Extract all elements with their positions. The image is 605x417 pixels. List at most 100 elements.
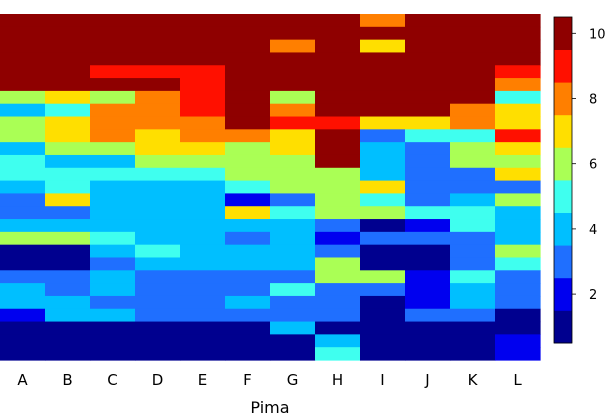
heatmap-cell <box>315 129 361 143</box>
heatmap-cell <box>90 154 136 169</box>
heatmap-cell <box>360 103 406 118</box>
heatmap-cell <box>225 78 271 92</box>
heatmap-cell <box>0 206 46 220</box>
heatmap-cell <box>180 257 226 271</box>
heatmap-cell <box>90 52 136 66</box>
heatmap-cell <box>135 180 181 194</box>
heatmap-cell <box>90 231 136 246</box>
heatmap-cell <box>180 321 226 335</box>
colorbar-tick-label: 8 <box>589 93 597 108</box>
heatmap-cell <box>405 90 451 105</box>
heatmap-cell <box>90 116 136 130</box>
heatmap-cell <box>90 90 136 105</box>
heatmap-cell <box>180 154 226 169</box>
heatmap-cell <box>135 321 181 335</box>
heatmap-cell <box>405 321 451 335</box>
heatmap-cell <box>45 52 91 66</box>
heatmap-cell <box>315 257 361 271</box>
heatmap-cell <box>0 295 46 310</box>
heatmap-cell <box>495 78 541 92</box>
heatmap-cell <box>360 90 406 105</box>
heatmap-cell <box>0 142 46 156</box>
heatmap-cell <box>450 206 496 220</box>
heatmap-cell <box>45 206 91 220</box>
heatmap-cell <box>0 321 46 335</box>
heatmap-cell <box>315 219 361 233</box>
heatmap-cell <box>0 347 46 361</box>
colorbar-segment <box>554 180 572 213</box>
heatmap-cell <box>270 39 316 54</box>
heatmap-cell <box>45 142 91 156</box>
heatmap-cell <box>450 244 496 259</box>
heatmap-cell <box>270 244 316 259</box>
heatmap-cell <box>360 116 406 130</box>
heatmap-cell <box>45 244 91 259</box>
heatmap-cell <box>270 129 316 143</box>
heatmap-cell <box>270 347 316 361</box>
heatmap-cell <box>450 347 496 361</box>
heatmap-cell <box>450 39 496 54</box>
heatmap-cell <box>225 52 271 66</box>
heatmap-cell <box>225 116 271 130</box>
colorbar-segment <box>554 310 572 344</box>
heatmap-cell <box>315 142 361 156</box>
heatmap-cell <box>135 231 181 246</box>
heatmap-cell <box>450 167 496 182</box>
heatmap-cell <box>315 116 361 130</box>
heatmap-cell <box>45 90 91 105</box>
heatmap-cell <box>270 90 316 105</box>
heatmap-cell <box>135 295 181 310</box>
heatmap-cell <box>450 193 496 207</box>
heatmap-cell <box>90 78 136 92</box>
heatmap-cell <box>90 257 136 271</box>
heatmap-cell <box>495 231 541 246</box>
heatmap-cell <box>450 308 496 323</box>
heatmap-cell <box>90 180 136 194</box>
heatmap-cell <box>270 206 316 220</box>
heatmap-cell <box>450 52 496 66</box>
heatmap-cell <box>315 180 361 194</box>
heatmap-cell <box>495 308 541 323</box>
heatmap-cell <box>315 90 361 105</box>
x-tick-label: G <box>287 371 299 389</box>
heatmap-cell <box>495 154 541 169</box>
heatmap-cell <box>450 90 496 105</box>
colorbar-segment <box>554 245 572 279</box>
heatmap-cell <box>45 103 91 118</box>
x-tick-label: L <box>513 371 522 389</box>
heatmap-cell <box>135 257 181 271</box>
x-tick-label: C <box>107 371 117 389</box>
heatmap-cell <box>225 244 271 259</box>
heatmap-cell <box>225 90 271 105</box>
heatmap-cell <box>270 180 316 194</box>
colorbar-segment <box>554 49 572 83</box>
heatmap-cell <box>225 219 271 233</box>
heatmap-cell <box>270 321 316 335</box>
heatmap-cell <box>405 193 451 207</box>
heatmap-cell <box>180 167 226 182</box>
heatmap-cell <box>135 142 181 156</box>
heatmap-cell <box>180 193 226 207</box>
heatmap-cell <box>45 65 91 79</box>
heatmap-cell <box>135 334 181 348</box>
heatmap-cell <box>315 206 361 220</box>
heatmap-cell <box>135 116 181 130</box>
heatmap-cell <box>180 142 226 156</box>
heatmap-cell <box>180 78 226 92</box>
heatmap-cell <box>135 219 181 233</box>
heatmap-cell <box>450 270 496 284</box>
heatmap-cell <box>360 180 406 194</box>
heatmap-cell <box>450 334 496 348</box>
heatmap-cell <box>315 167 361 182</box>
heatmap-cell <box>360 231 406 246</box>
heatmap-cell <box>180 52 226 66</box>
heatmap-cell <box>360 65 406 79</box>
heatmap-cell <box>405 295 451 310</box>
heatmap-cell <box>495 129 541 143</box>
heatmap-cell <box>90 283 136 297</box>
x-tick-label: F <box>243 371 252 389</box>
heatmap-cell <box>135 244 181 259</box>
heatmap-cell <box>135 39 181 54</box>
heatmap-cell <box>180 129 226 143</box>
heatmap-cell <box>270 103 316 118</box>
